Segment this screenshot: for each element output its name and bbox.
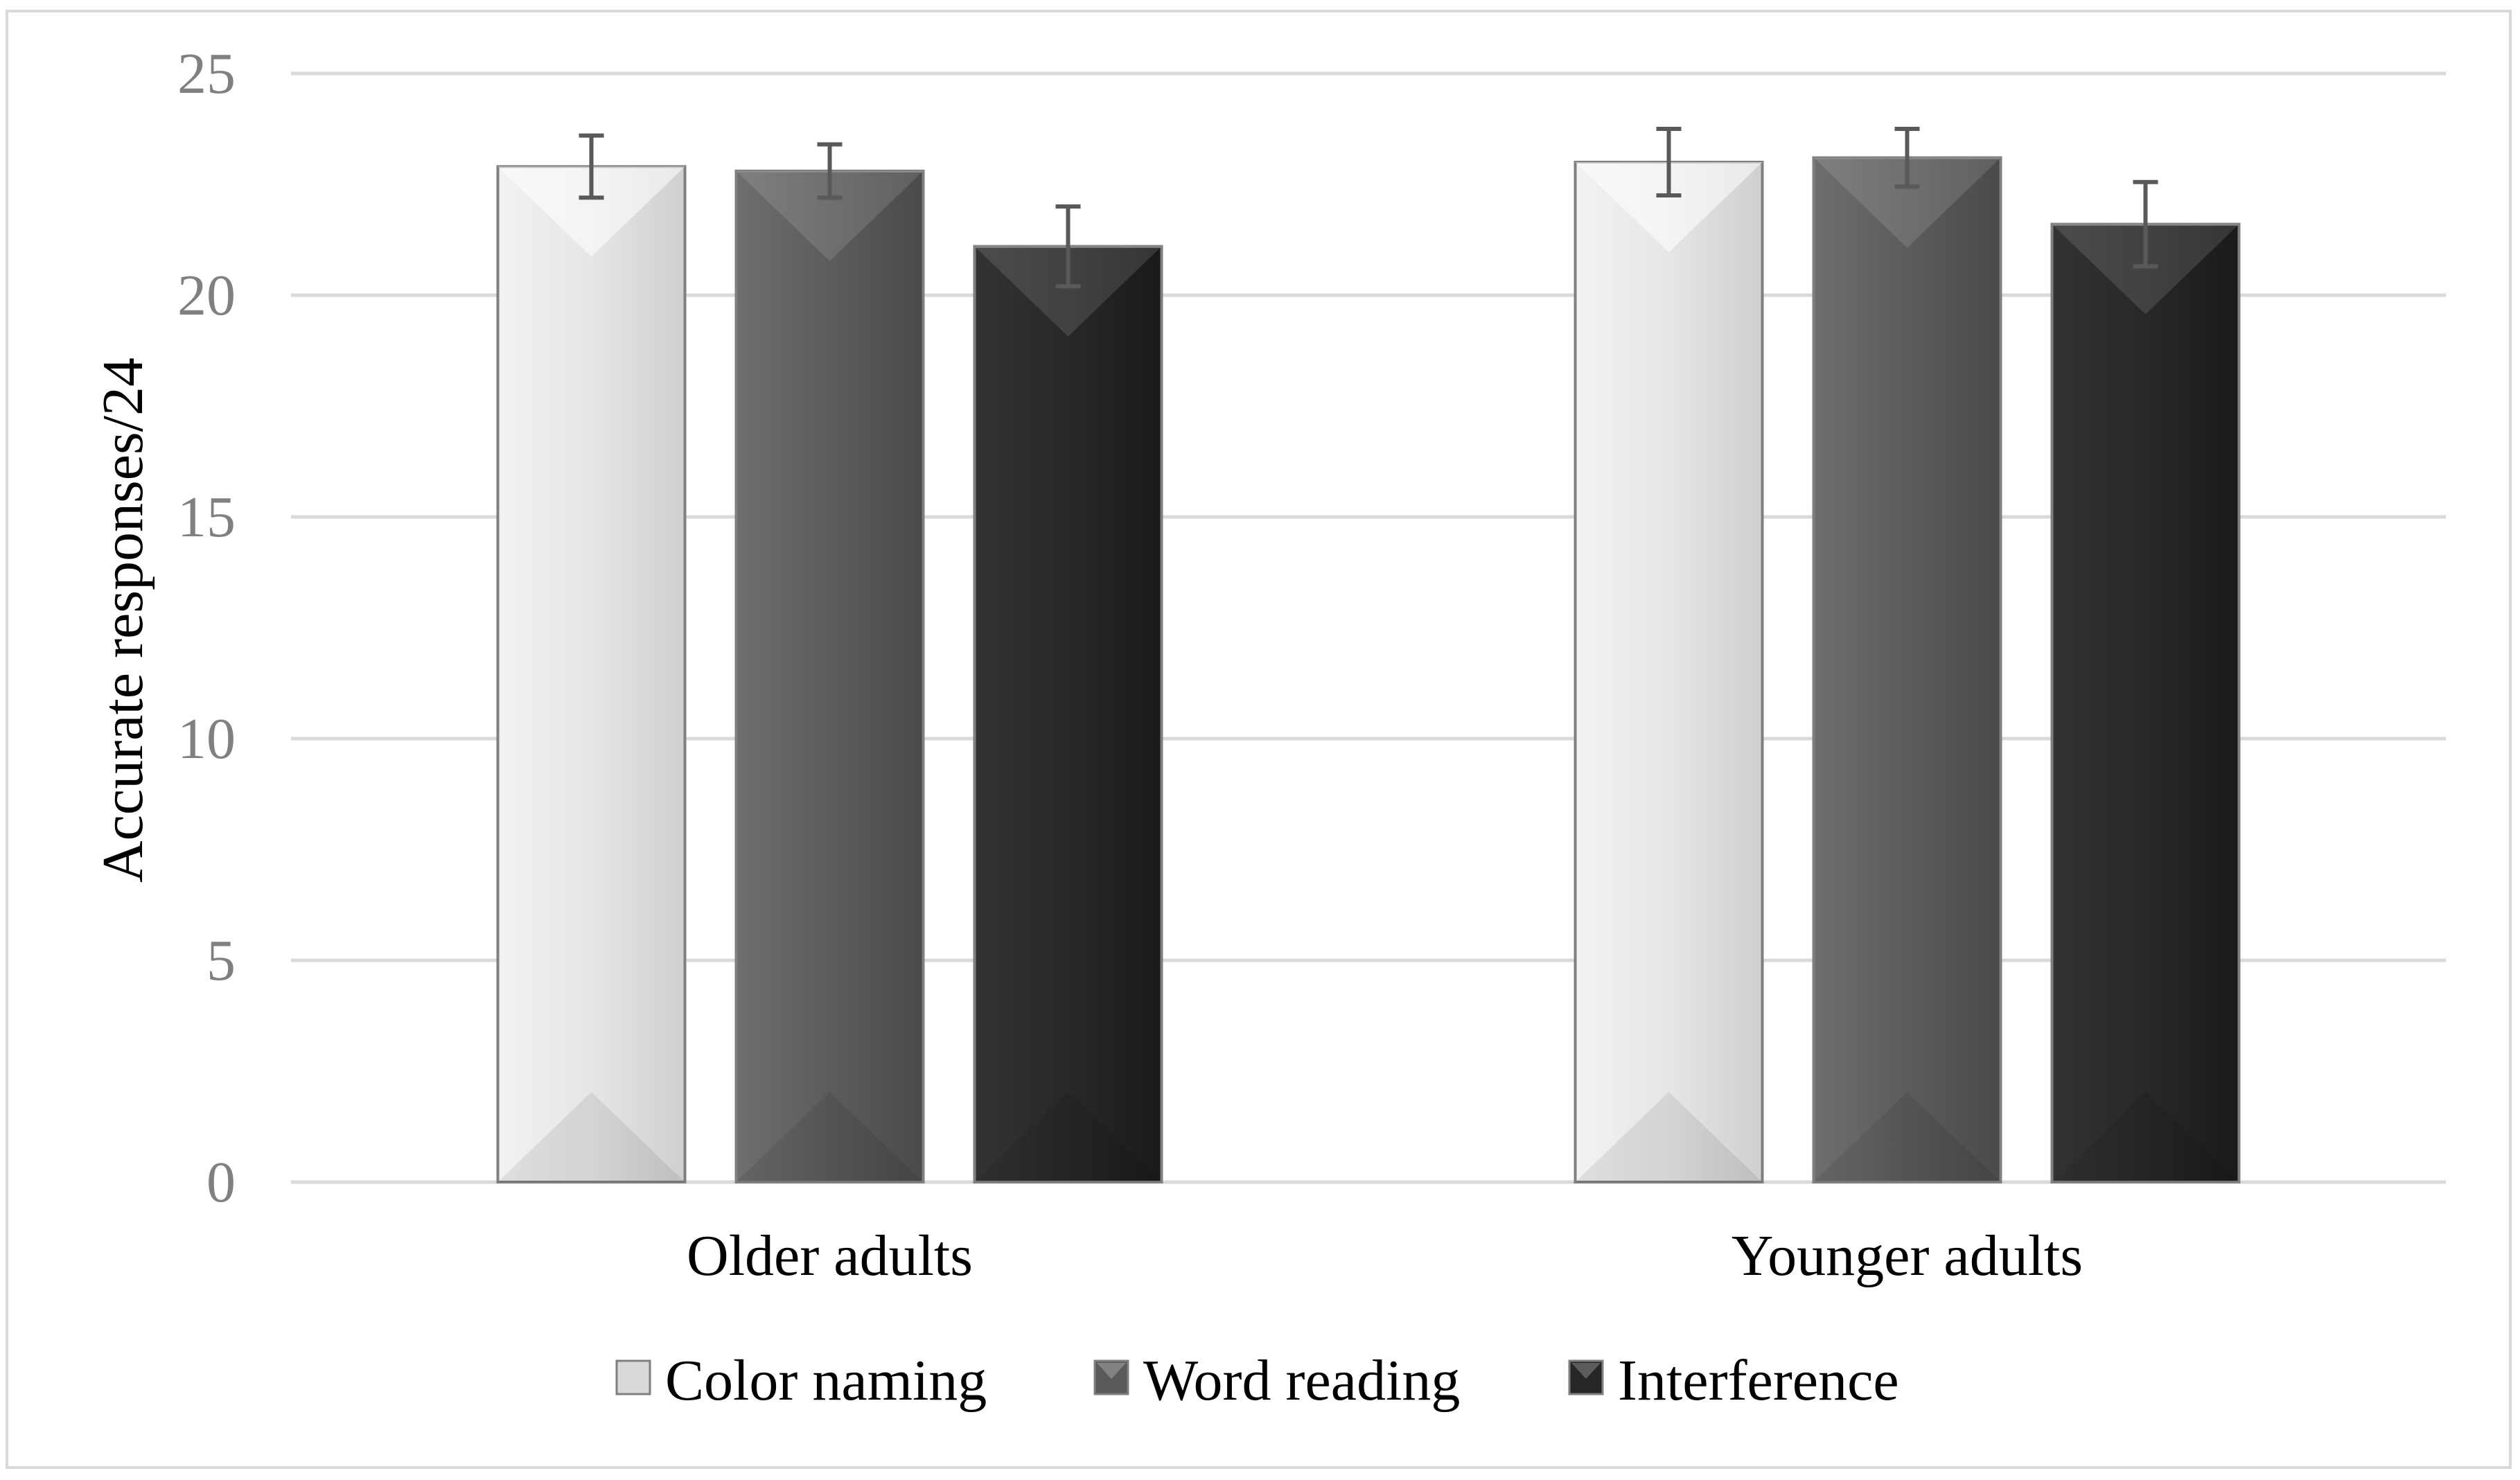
bar-bevel-top	[1575, 162, 1763, 252]
legend-label: Interference	[1618, 1348, 1899, 1413]
bar-bevel-top	[497, 166, 685, 257]
y-tick-label: 20	[177, 263, 236, 328]
x-category-label: Younger adults	[1732, 1224, 2083, 1288]
legend: Color naming Word reading Interference	[615, 1348, 1899, 1413]
bar-interference	[2050, 222, 2241, 1184]
bar-bevel-bottom	[736, 1092, 924, 1182]
bar-bevel-bottom	[1813, 1092, 2001, 1182]
legend-swatch	[1568, 1359, 1604, 1395]
bar-color-naming	[496, 165, 687, 1183]
bar-bevel-top	[736, 170, 924, 261]
legend-swatch-bevel	[1571, 1363, 1601, 1379]
y-tick-label: 25	[177, 42, 236, 106]
y-tick-label: 15	[177, 485, 236, 549]
y-axis-title: Accurate responses/24	[91, 358, 155, 883]
y-tick-label: 5	[206, 928, 236, 993]
bar-bevel-bottom	[1575, 1092, 1763, 1182]
bar-bevel-top	[2052, 224, 2239, 315]
bar-bevel-bottom	[2052, 1092, 2239, 1182]
legend-label: Word reading	[1143, 1348, 1460, 1413]
y-tick-label: 0	[206, 1150, 236, 1215]
bar-bevel-bottom	[974, 1092, 1162, 1182]
legend-swatch	[1093, 1359, 1129, 1395]
legend-label: Color naming	[665, 1348, 987, 1413]
x-category-label: Older adults	[687, 1224, 973, 1288]
legend-swatch-bevel	[1097, 1363, 1126, 1379]
bar-bevel-top	[974, 246, 1162, 337]
bars	[496, 156, 2241, 1184]
y-tick-label: 10	[177, 707, 236, 771]
bar-interference	[973, 245, 1163, 1184]
y-tick-labels: 0 5 10 15 20 25	[177, 42, 236, 1215]
bar-word-reading	[734, 169, 925, 1183]
bar-color-naming	[1574, 161, 1764, 1183]
category-labels: Older adults Younger adults	[687, 1224, 2083, 1288]
error-bars	[579, 127, 2158, 289]
bar-bevel-top	[1813, 157, 2001, 248]
bar-bevel-bottom	[497, 1092, 685, 1182]
bar-word-reading	[1812, 156, 2002, 1184]
legend-swatch	[615, 1359, 651, 1395]
